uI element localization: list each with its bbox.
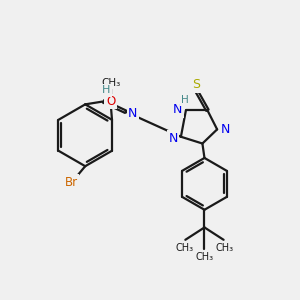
Text: S: S bbox=[192, 78, 200, 91]
Text: Br: Br bbox=[65, 176, 78, 189]
Text: N: N bbox=[220, 123, 230, 136]
Text: N: N bbox=[128, 107, 138, 120]
Text: CH₃: CH₃ bbox=[176, 243, 194, 253]
Text: N: N bbox=[168, 132, 178, 145]
Text: CH₃: CH₃ bbox=[101, 78, 120, 88]
Text: O: O bbox=[106, 95, 115, 108]
Text: H: H bbox=[102, 85, 111, 95]
Text: CH₃: CH₃ bbox=[215, 243, 233, 253]
Text: H: H bbox=[181, 95, 188, 105]
Text: CH₃: CH₃ bbox=[195, 252, 214, 262]
Text: N: N bbox=[173, 103, 182, 116]
